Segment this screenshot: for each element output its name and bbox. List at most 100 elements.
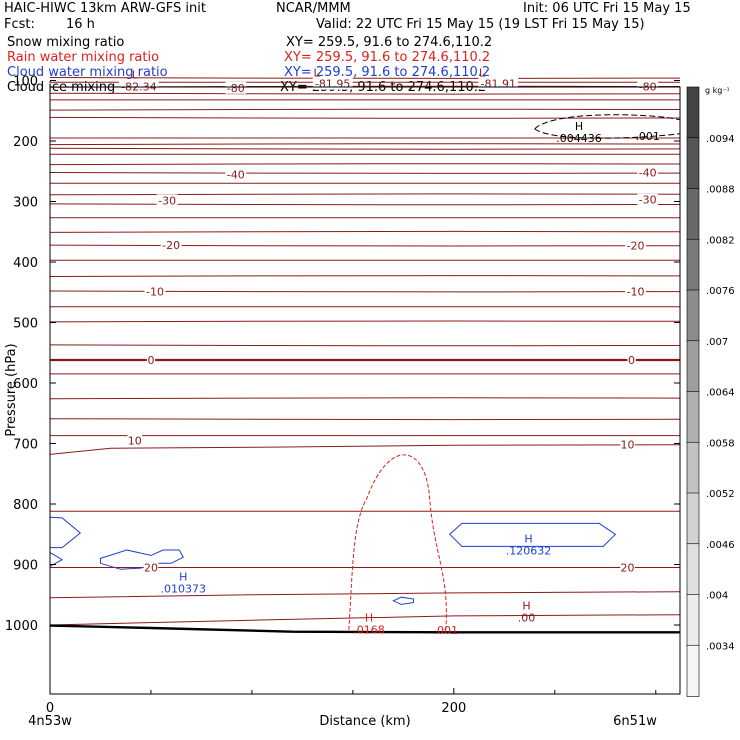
isotherm-line	[49, 244, 681, 247]
extremum-value: .010373	[161, 583, 207, 596]
isotherm-label-background	[637, 166, 659, 179]
isotherm-label: -10	[627, 286, 645, 299]
extremum-marker-h: H	[179, 571, 187, 584]
extremum-marker-h: H	[365, 612, 373, 625]
isotherm-line	[49, 92, 681, 95]
colorbar-swatch	[686, 340, 700, 393]
colorbar-label: .004	[706, 591, 728, 602]
field-xy-cloud-water: XY= 259.5, 91.6 to 274.6,110.2	[284, 65, 491, 80]
isotherm-label-background	[637, 193, 659, 206]
extremum-marker-h: H	[524, 532, 532, 545]
colorbar-unit: g kg⁻¹	[705, 86, 730, 95]
isotherm-line	[49, 108, 681, 111]
rain-water-contour	[348, 454, 447, 630]
y-tick-label: 400	[13, 256, 38, 271]
isotherm-line	[49, 418, 681, 421]
field-xy-rain: XY= 259.5, 91.6 to 274.6,110.2	[284, 50, 491, 65]
isotherm-label: -80	[227, 82, 245, 95]
colorbar-swatch	[686, 86, 700, 139]
cloud-water-contour	[100, 549, 184, 570]
isotherm-label: 0	[628, 354, 635, 367]
colorbar-swatch	[686, 543, 700, 596]
isotherm-label-background	[627, 354, 636, 367]
y-tick-label: 100	[13, 75, 38, 90]
colorbar-swatch	[686, 137, 700, 190]
field-name-rain: Rain water mixing ratio	[7, 50, 160, 65]
colorbar-label: .0082	[706, 235, 735, 246]
isotherm-label: -81.91	[481, 78, 516, 91]
x-axis-label: Distance (km)	[319, 714, 410, 729]
colorbar-swatch	[686, 644, 700, 697]
y-axis-label: Pressure (hPa)	[4, 343, 19, 436]
contour-label: .001	[635, 130, 660, 143]
isotherm-label-background	[156, 194, 178, 207]
colorbar-swatch	[686, 594, 700, 647]
colorbar-swatch	[686, 188, 700, 241]
isotherm-label-background	[620, 438, 635, 451]
cloud-water-contour	[449, 522, 617, 547]
isotherm-label: -81.95	[315, 78, 350, 91]
isotherm-line	[49, 147, 681, 150]
isotherm-line	[49, 116, 681, 119]
colorbar-swatch	[686, 441, 700, 494]
isotherm-line	[49, 143, 681, 146]
y-tick-label: 500	[13, 317, 38, 332]
colorbar-swatch	[686, 492, 700, 545]
x-tick-label: 200	[441, 701, 466, 716]
mixing-ratio-contours	[49, 114, 681, 630]
isotherm-line	[49, 320, 681, 323]
cloud-ice-contour	[534, 114, 681, 139]
colorbar-label: .0088	[706, 185, 735, 196]
x-right-endpoint-label: 6n51w	[613, 714, 657, 729]
isotherm-line	[49, 591, 681, 599]
isotherm-line	[49, 444, 681, 455]
y-tick-label: 1000	[5, 619, 38, 634]
isotherm-lines	[49, 77, 681, 634]
colorbar-label: .0058	[706, 438, 735, 449]
y-tick-label: 900	[13, 559, 38, 574]
x-left-endpoint-label: 4n53w	[28, 714, 72, 729]
y-tick-label: 800	[13, 498, 38, 513]
colorbar-swatch	[686, 391, 700, 444]
colorbar-label: .0076	[706, 286, 735, 297]
isotherm-label: -10	[146, 286, 164, 299]
colorbar-swatch	[686, 289, 700, 342]
isotherm-label: -20	[627, 240, 645, 253]
cloud-water-contour	[49, 516, 82, 549]
isotherm-line	[49, 230, 681, 233]
surface-line	[49, 624, 680, 634]
isotherm-label: -30	[158, 194, 176, 207]
colorbar-label: .0046	[706, 540, 735, 551]
isotherm-label: 20	[621, 562, 635, 575]
y-tick-label: 700	[13, 438, 38, 453]
isotherm-line	[49, 275, 681, 277]
isotherm-label-background	[160, 239, 182, 252]
extremum-value: .120632	[506, 544, 552, 557]
colorbar-label: .0052	[706, 489, 735, 500]
y-tick-label: 300	[13, 196, 38, 211]
plot-frame	[49, 86, 681, 695]
colorbar: .0094 .0088 .0082 .0076 .007 .0064 .0058 .0052.…	[686, 86, 735, 697]
isotherm-label: 20	[144, 562, 158, 575]
isotherm-label: -20	[162, 239, 180, 252]
isotherm-line	[49, 77, 681, 79]
valid-time: Valid: 22 UTC Fri 15 May 15 (19 LST Fri …	[316, 17, 645, 32]
isotherm-label: 10	[621, 439, 635, 452]
colorbar-swatch	[686, 238, 700, 291]
colorbar-label: .0034	[706, 641, 735, 652]
isotherm-label-background	[146, 354, 156, 367]
y-tick-label: 200	[13, 135, 38, 150]
field-name-snow: Snow mixing ratio	[7, 35, 125, 50]
isotherm-label-background	[620, 561, 635, 574]
isotherm-line	[49, 193, 681, 196]
isotherm-line	[49, 344, 681, 347]
isotherm-line	[49, 172, 681, 174]
forecast-label: Fcst:	[4, 17, 35, 32]
extremum-marker-h: H	[575, 120, 583, 133]
isotherm-line	[49, 163, 681, 166]
extremum-value: .0168	[353, 624, 385, 637]
field-name-cloud-water: Cloud water mixing ratio	[7, 65, 168, 80]
init-time: Init: 06 UTC Fri 15 May 15	[523, 1, 691, 16]
model-title: HAIC-HIWC 13km ARW-GFS init	[4, 1, 206, 16]
